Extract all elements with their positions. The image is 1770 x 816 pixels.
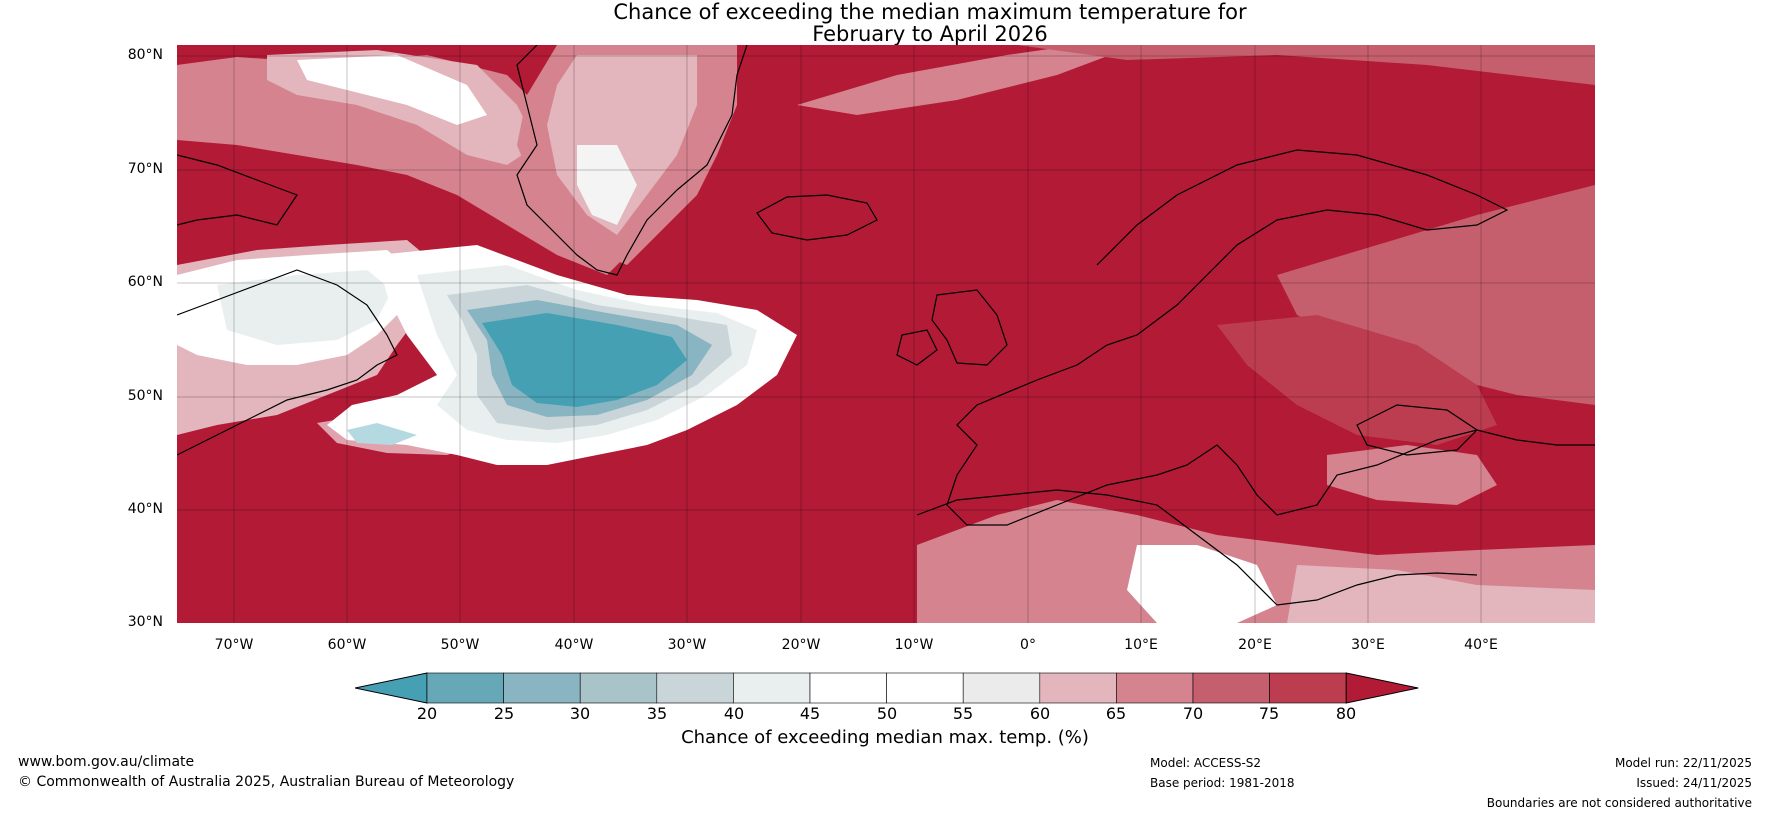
region-north-africa-grey bbox=[1287, 565, 1595, 623]
colorbar-extend-low bbox=[355, 672, 428, 704]
colorbar-tick-65: 65 bbox=[1105, 704, 1127, 723]
lat-label-60n: 60°N bbox=[127, 274, 163, 290]
colorbar-tick-55: 55 bbox=[952, 704, 974, 723]
british-isles-coastline bbox=[896, 289, 1008, 366]
colorbar-tick-60: 60 bbox=[1029, 704, 1051, 723]
lon-label-60w: 60°W bbox=[327, 637, 367, 653]
black-sea-coastline bbox=[1356, 404, 1478, 456]
lat-label-30n: 30°N bbox=[127, 614, 163, 630]
canada-coastline bbox=[177, 154, 398, 456]
footer-model-run: Model run: 22/11/2025 bbox=[1614, 756, 1752, 770]
region-atlantic-blue2 bbox=[482, 313, 687, 407]
lat-label-50n: 50°N bbox=[127, 388, 163, 404]
footer-issued: Issued: 24/11/2025 bbox=[1636, 776, 1752, 790]
lat-label-70n: 70°N bbox=[127, 161, 163, 177]
region-arctic-band bbox=[1017, 45, 1595, 85]
colorbar-tick-45: 45 bbox=[799, 704, 821, 723]
colorbar bbox=[355, 672, 1419, 704]
footer-disclaimer: Boundaries are not considered authoritat… bbox=[1486, 796, 1752, 810]
lon-label-30w: 30°W bbox=[667, 637, 707, 653]
colorbar-tick-35: 35 bbox=[646, 704, 668, 723]
region-east-europe-2 bbox=[1217, 315, 1497, 445]
lon-label-20w: 20°W bbox=[781, 637, 821, 653]
colorbar-tick-70: 70 bbox=[1182, 704, 1204, 723]
colorbar-segment bbox=[503, 672, 581, 704]
lon-label-40w: 40°W bbox=[554, 637, 594, 653]
lon-label-0: 0° bbox=[1020, 637, 1036, 653]
colorbar-segment bbox=[1039, 672, 1117, 704]
lon-label-40e: 40°E bbox=[1464, 637, 1498, 653]
forecast-map bbox=[177, 45, 1595, 623]
europe-coastline bbox=[946, 149, 1595, 526]
colorbar-segment bbox=[656, 672, 734, 704]
colorbar-segment bbox=[579, 672, 658, 704]
colorbar-tick-40: 40 bbox=[723, 704, 745, 723]
colorbar-segment bbox=[886, 672, 964, 704]
region-baffin-white bbox=[297, 55, 487, 125]
iceland-coastline bbox=[756, 194, 878, 241]
footer-model: Model: ACCESS-S2 bbox=[1150, 756, 1262, 770]
colorbar-segment bbox=[1192, 672, 1270, 704]
colorbar-segment bbox=[1116, 672, 1194, 704]
region-arctic-light bbox=[797, 45, 1137, 115]
region-east-europe bbox=[1277, 185, 1595, 405]
region-anatolia bbox=[1327, 445, 1497, 505]
lon-label-70w: 70°W bbox=[214, 637, 254, 653]
region-canada-grey bbox=[217, 270, 392, 345]
colorbar-tick-20: 20 bbox=[416, 704, 438, 723]
colorbar-segment bbox=[1269, 672, 1347, 704]
lon-label-50w: 50°W bbox=[440, 637, 480, 653]
colorbar-segment bbox=[426, 672, 504, 704]
lon-label-10w: 10°W bbox=[894, 637, 934, 653]
region-north-africa-white bbox=[1127, 545, 1277, 623]
footer-copyright: © Commonwealth of Australia 2025, Austra… bbox=[18, 774, 515, 790]
map-title-line-1: Chance of exceeding the median maximum t… bbox=[613, 0, 1247, 24]
lat-label-80n: 80°N bbox=[127, 47, 163, 63]
lon-label-10e: 10°E bbox=[1124, 637, 1158, 653]
footer-base-period: Base period: 1981-2018 bbox=[1150, 776, 1295, 790]
footer-website: www.bom.gov.au/climate bbox=[18, 754, 195, 770]
map-title-line-2: February to April 2026 bbox=[812, 22, 1048, 46]
region-greenland-white bbox=[577, 145, 637, 225]
graticule bbox=[177, 45, 1595, 623]
colorbar-segment bbox=[962, 672, 1041, 704]
colorbar-segment bbox=[733, 672, 811, 704]
lat-label-40n: 40°N bbox=[127, 501, 163, 517]
colorbar-tick-30: 30 bbox=[569, 704, 591, 723]
colorbar-label: Chance of exceeding median max. temp. (%… bbox=[681, 727, 1089, 748]
colorbar-segment bbox=[809, 672, 887, 704]
africa-coastline bbox=[916, 489, 1478, 606]
colorbar-tick-75: 75 bbox=[1258, 704, 1280, 723]
lon-label-30e: 30°E bbox=[1351, 637, 1385, 653]
colorbar-tick-50: 50 bbox=[876, 704, 898, 723]
region-baffin-medium bbox=[177, 55, 637, 275]
lon-label-20e: 20°E bbox=[1238, 637, 1272, 653]
colorbar-tick-25: 25 bbox=[493, 704, 515, 723]
greenland-coastline bbox=[516, 45, 748, 276]
region-atlantic-white-south bbox=[317, 413, 477, 455]
colorbar-tick-80: 80 bbox=[1335, 704, 1357, 723]
colorbar-extend-high bbox=[1345, 672, 1419, 704]
